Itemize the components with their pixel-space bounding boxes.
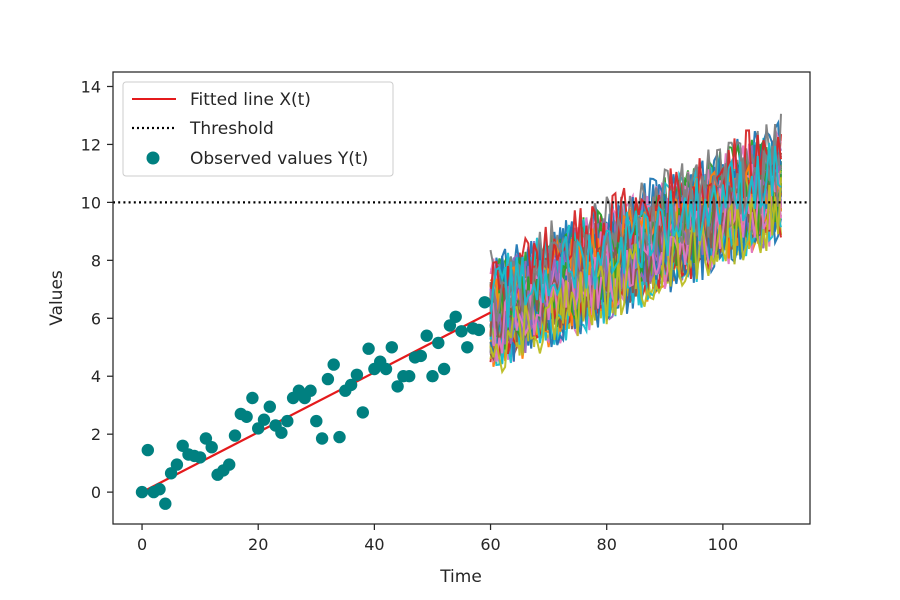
observed-point bbox=[379, 362, 393, 376]
y-tick-label: 4 bbox=[91, 367, 101, 386]
x-axis-label: Time bbox=[439, 567, 482, 587]
observed-point bbox=[176, 439, 189, 452]
observed-point bbox=[252, 422, 265, 435]
legend-observed-swatch bbox=[146, 151, 160, 165]
y-tick-label: 10 bbox=[81, 193, 101, 212]
observed-point bbox=[461, 341, 474, 354]
observed-point bbox=[350, 368, 364, 381]
observed-point bbox=[141, 443, 154, 457]
observed-point bbox=[310, 414, 323, 428]
observed-point bbox=[437, 362, 451, 376]
x-tick-label: 100 bbox=[708, 535, 739, 554]
legend-fitted-line-label: Fitted line X(t) bbox=[190, 90, 311, 110]
observed-point bbox=[420, 329, 433, 342]
observed-point bbox=[153, 483, 166, 496]
observed-point bbox=[240, 410, 253, 423]
observed-point bbox=[327, 358, 340, 371]
x-tick-label: 60 bbox=[480, 535, 500, 554]
observed-point bbox=[275, 426, 288, 439]
observed-point bbox=[321, 372, 335, 386]
x-tick-label: 80 bbox=[597, 535, 617, 554]
x-axis: 0 20 40 60 80 100 bbox=[137, 524, 738, 554]
observed-point bbox=[449, 310, 462, 323]
y-tick-label: 2 bbox=[91, 425, 101, 444]
observed-point bbox=[362, 342, 375, 355]
observed-point bbox=[223, 458, 236, 471]
legend-box bbox=[122, 81, 394, 177]
observed-point bbox=[263, 400, 276, 413]
y-axis-label: Values bbox=[47, 270, 67, 326]
observed-point bbox=[246, 391, 259, 405]
observed-point bbox=[426, 370, 439, 383]
simulation-path bbox=[489, 142, 782, 328]
x-tick-label: 20 bbox=[248, 535, 268, 554]
observed-point bbox=[478, 296, 491, 309]
observed-point bbox=[164, 467, 178, 480]
y-tick-label: 8 bbox=[91, 251, 101, 270]
plot-frame bbox=[112, 71, 811, 525]
observed-point bbox=[159, 497, 172, 510]
observed-point bbox=[356, 406, 369, 419]
observed-point bbox=[443, 319, 457, 332]
observed-point bbox=[344, 378, 358, 392]
y-tick-label: 6 bbox=[91, 309, 101, 328]
legend-observed-label: Observed values Y(t) bbox=[190, 149, 368, 169]
observed-point bbox=[170, 458, 184, 471]
observed-point bbox=[391, 380, 404, 393]
observed-point bbox=[281, 414, 294, 428]
simulations-layer bbox=[489, 113, 782, 375]
observed-point bbox=[432, 336, 445, 350]
observed-point bbox=[205, 441, 218, 454]
observed-point bbox=[333, 430, 346, 444]
x-tick-label: 40 bbox=[364, 535, 384, 554]
simulation-path bbox=[489, 177, 782, 375]
observed-point bbox=[228, 429, 242, 442]
observed-point bbox=[304, 384, 317, 397]
observed-point bbox=[257, 413, 271, 426]
observed-point bbox=[455, 325, 468, 338]
y-tick-label: 14 bbox=[81, 77, 101, 96]
observed-points-layer bbox=[135, 296, 491, 510]
observed-point bbox=[385, 341, 398, 354]
observed-point bbox=[414, 349, 427, 363]
observed-point bbox=[472, 323, 486, 337]
observed-point bbox=[135, 485, 149, 499]
y-tick-label: 12 bbox=[81, 135, 101, 154]
x-tick-label: 0 bbox=[137, 535, 147, 554]
observed-point bbox=[199, 432, 213, 445]
y-axis: 0 2 4 6 8 10 12 14 bbox=[81, 77, 113, 502]
legend: Fitted line X(t) Threshold Observed valu… bbox=[122, 81, 394, 177]
y-tick-label: 0 bbox=[91, 483, 101, 502]
observed-point bbox=[193, 451, 207, 464]
legend-threshold-label: Threshold bbox=[189, 119, 274, 139]
observed-point bbox=[403, 370, 416, 383]
observed-point bbox=[315, 432, 329, 445]
